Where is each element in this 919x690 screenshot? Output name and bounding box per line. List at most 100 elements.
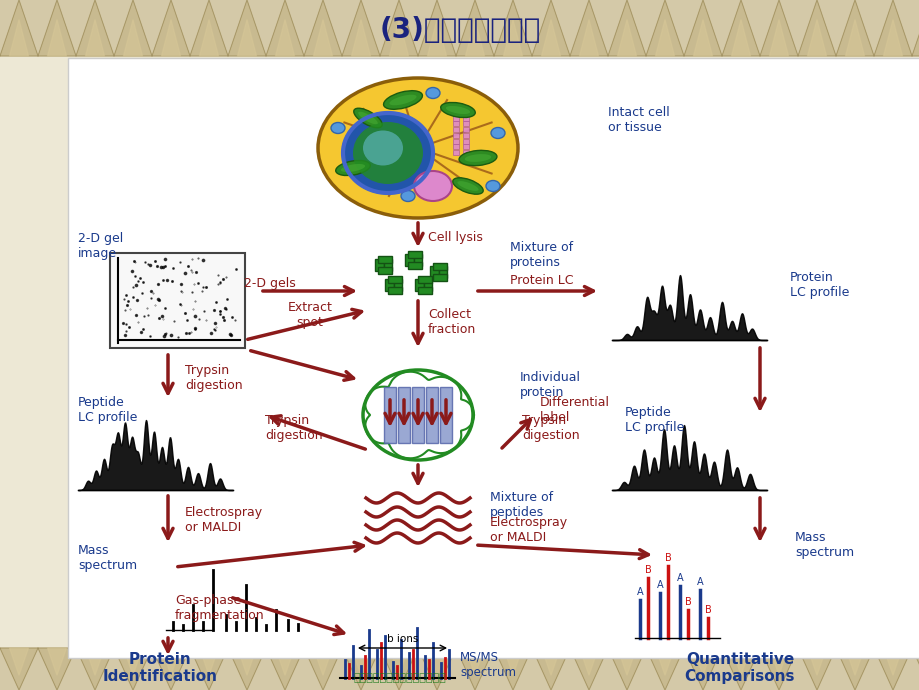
Polygon shape bbox=[579, 648, 598, 676]
Polygon shape bbox=[152, 0, 190, 56]
Polygon shape bbox=[617, 19, 636, 56]
Text: Mixture of
peptides: Mixture of peptides bbox=[490, 491, 552, 519]
Polygon shape bbox=[199, 648, 219, 676]
Polygon shape bbox=[494, 648, 531, 690]
Polygon shape bbox=[389, 19, 408, 56]
Polygon shape bbox=[503, 648, 522, 676]
Ellipse shape bbox=[485, 181, 499, 192]
Polygon shape bbox=[190, 648, 228, 690]
Text: Gas-phase
fragmentation: Gas-phase fragmentation bbox=[175, 594, 265, 622]
Text: Quantitative
Comparisons: Quantitative Comparisons bbox=[684, 652, 794, 684]
Text: Intact cell
or tissue: Intact cell or tissue bbox=[607, 106, 669, 134]
Bar bbox=[433, 263, 447, 270]
Text: B: B bbox=[704, 605, 710, 615]
Bar bbox=[412, 387, 424, 443]
Ellipse shape bbox=[353, 122, 423, 184]
Text: Collect
fraction: Collect fraction bbox=[427, 308, 476, 336]
Text: (3)蛋白质组学过程: (3)蛋白质组学过程 bbox=[379, 16, 540, 44]
Polygon shape bbox=[237, 648, 256, 676]
Polygon shape bbox=[427, 648, 446, 676]
Polygon shape bbox=[465, 648, 484, 676]
Text: Mixture of
proteins: Mixture of proteins bbox=[509, 241, 573, 269]
Polygon shape bbox=[303, 648, 342, 690]
Text: A: A bbox=[656, 580, 663, 590]
Polygon shape bbox=[0, 0, 38, 56]
Polygon shape bbox=[911, 648, 919, 690]
Polygon shape bbox=[123, 648, 142, 676]
Bar bbox=[452, 110, 459, 115]
Ellipse shape bbox=[425, 88, 439, 99]
Text: Cell lysis: Cell lysis bbox=[427, 230, 482, 244]
Polygon shape bbox=[162, 648, 180, 676]
Polygon shape bbox=[607, 648, 645, 690]
Polygon shape bbox=[531, 0, 570, 56]
Polygon shape bbox=[380, 648, 417, 690]
Polygon shape bbox=[199, 19, 219, 56]
Polygon shape bbox=[38, 0, 76, 56]
Polygon shape bbox=[351, 19, 370, 56]
Polygon shape bbox=[266, 0, 303, 56]
Polygon shape bbox=[266, 648, 303, 690]
Bar bbox=[388, 276, 402, 283]
Polygon shape bbox=[503, 19, 522, 56]
Text: b ions: b ions bbox=[387, 634, 418, 644]
Polygon shape bbox=[693, 648, 711, 676]
Polygon shape bbox=[228, 648, 266, 690]
Text: 2-D gel
image: 2-D gel image bbox=[78, 232, 123, 260]
Ellipse shape bbox=[357, 112, 378, 124]
Bar bbox=[438, 266, 447, 278]
Polygon shape bbox=[797, 0, 835, 56]
Ellipse shape bbox=[318, 78, 517, 218]
Text: B: B bbox=[684, 597, 690, 607]
Ellipse shape bbox=[389, 95, 416, 106]
Polygon shape bbox=[275, 648, 294, 676]
Polygon shape bbox=[456, 648, 494, 690]
Polygon shape bbox=[380, 0, 417, 56]
Ellipse shape bbox=[335, 161, 369, 175]
Polygon shape bbox=[873, 648, 911, 690]
Polygon shape bbox=[617, 648, 636, 676]
Bar bbox=[452, 116, 459, 121]
Text: Trypsin
digestion: Trypsin digestion bbox=[521, 414, 579, 442]
Bar bbox=[452, 121, 459, 126]
Polygon shape bbox=[683, 0, 721, 56]
Polygon shape bbox=[152, 648, 190, 690]
Polygon shape bbox=[275, 19, 294, 56]
Bar bbox=[388, 287, 402, 294]
Bar bbox=[462, 127, 469, 132]
Bar bbox=[385, 279, 393, 291]
Polygon shape bbox=[114, 648, 152, 690]
Polygon shape bbox=[48, 648, 66, 676]
Polygon shape bbox=[845, 19, 864, 56]
Text: Protein LC: Protein LC bbox=[509, 273, 573, 286]
Polygon shape bbox=[845, 648, 864, 676]
Polygon shape bbox=[654, 19, 674, 56]
Polygon shape bbox=[9, 648, 28, 676]
Bar bbox=[0, 0, 919, 56]
Bar bbox=[462, 150, 469, 155]
Bar bbox=[452, 127, 459, 132]
Polygon shape bbox=[768, 648, 788, 676]
Polygon shape bbox=[645, 0, 683, 56]
Polygon shape bbox=[190, 0, 228, 56]
Bar bbox=[452, 133, 459, 138]
Polygon shape bbox=[731, 19, 750, 56]
Polygon shape bbox=[807, 19, 825, 56]
Bar bbox=[393, 279, 402, 291]
Bar bbox=[423, 279, 432, 291]
Bar bbox=[378, 267, 391, 274]
Bar bbox=[68, 58, 919, 658]
Polygon shape bbox=[835, 0, 873, 56]
Text: Electrospray
or MALDI: Electrospray or MALDI bbox=[185, 506, 263, 534]
Bar bbox=[378, 256, 391, 263]
Text: Trypsin
digestion: Trypsin digestion bbox=[185, 364, 243, 392]
Bar bbox=[462, 144, 469, 149]
Text: 2-D gels: 2-D gels bbox=[244, 277, 296, 290]
Bar bbox=[439, 387, 451, 443]
Polygon shape bbox=[607, 0, 645, 56]
Ellipse shape bbox=[401, 190, 414, 201]
Bar bbox=[404, 254, 414, 266]
Ellipse shape bbox=[354, 108, 381, 128]
Bar bbox=[383, 259, 391, 271]
Polygon shape bbox=[228, 0, 266, 56]
